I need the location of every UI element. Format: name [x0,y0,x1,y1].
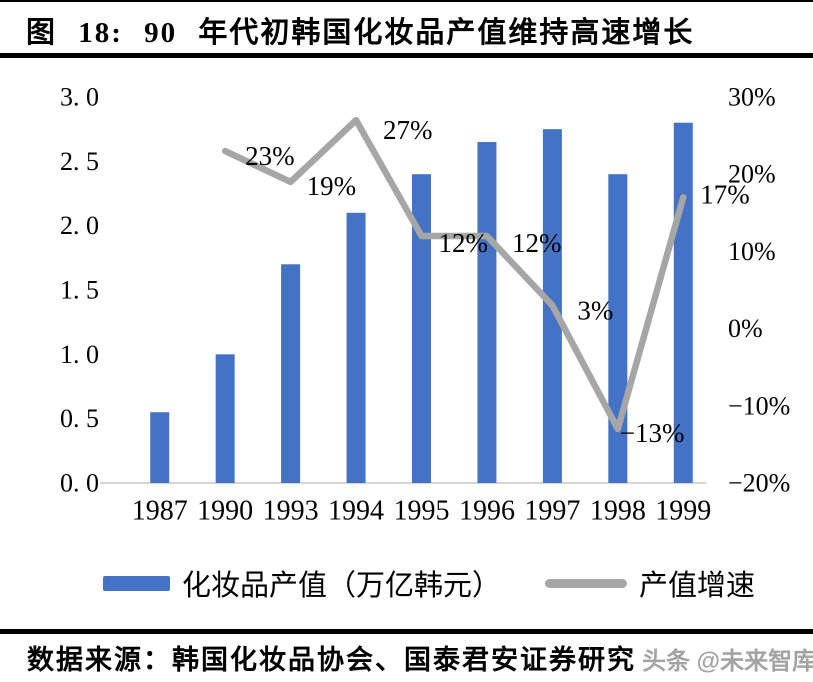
x-axis-label: 1993 [263,496,319,527]
point-label-1999: 17% [700,179,750,209]
point-label-1998: −13% [620,418,685,448]
bar-1987 [150,412,170,483]
right-axis-tick: 10% [728,237,776,266]
legend-line-swatch [545,578,628,588]
left-axis-tick: 0. 0 [60,469,99,498]
right-axis-tick: 30% [728,83,776,112]
x-axis-label: 1999 [655,496,711,527]
figure-title: 图 18: 90 年代初韩国化妆品产值维持高速增长 [26,17,695,49]
bottom-border-line [0,629,813,634]
right-axis-tick: −10% [728,391,790,420]
x-axis-label: 1994 [328,496,384,527]
x-axis-label: 1998 [590,496,646,527]
data-source-text: 数据来源：韩国化妆品协会、国泰君安证券研究 [27,645,636,675]
right-axis-tick: 0% [728,314,763,343]
left-axis-tick: 1. 5 [60,276,99,305]
x-axis-label: 1996 [459,496,515,527]
bar-1996 [477,142,497,484]
title-underline [0,53,813,58]
left-axis-tick: 1. 0 [60,340,99,369]
bar-1994 [346,212,366,484]
left-axis-tick: 0. 5 [60,404,99,433]
left-axis-tick: 3. 0 [60,83,99,112]
point-label-1993: 19% [307,171,357,201]
legend-line-label: 产值增速 [639,570,756,602]
point-label-1997: 3% [577,295,613,325]
bar-1995 [412,174,431,483]
x-axis-label: 1995 [394,496,450,527]
legend-bar-label: 化妆品产值（万亿韩元） [182,570,502,602]
bar-1990 [215,354,235,483]
left-axis-tick: 2. 0 [60,211,99,240]
watermark-text: 头条 @未来智库 [642,648,813,675]
x-axis-label: 1990 [197,496,253,527]
top-border-line [0,0,813,2]
point-label-1996: 12% [512,228,562,258]
point-label-1994: 27% [383,115,433,145]
right-axis-tick: −20% [728,469,790,498]
point-label-1990: 23% [245,141,295,171]
left-axis-tick: 2. 5 [60,147,99,176]
bar-1993 [281,264,301,483]
x-axis-label: 1997 [524,496,580,527]
growth-rate-line [221,116,687,433]
x-axis-label: 1987 [132,496,188,527]
legend-bar-swatch [103,575,170,591]
right-axis-tick: 20% [728,160,776,189]
legend: 化妆品产值（万亿韩元） 产值增速 [103,565,756,602]
point-label-1995: 12% [439,228,489,258]
